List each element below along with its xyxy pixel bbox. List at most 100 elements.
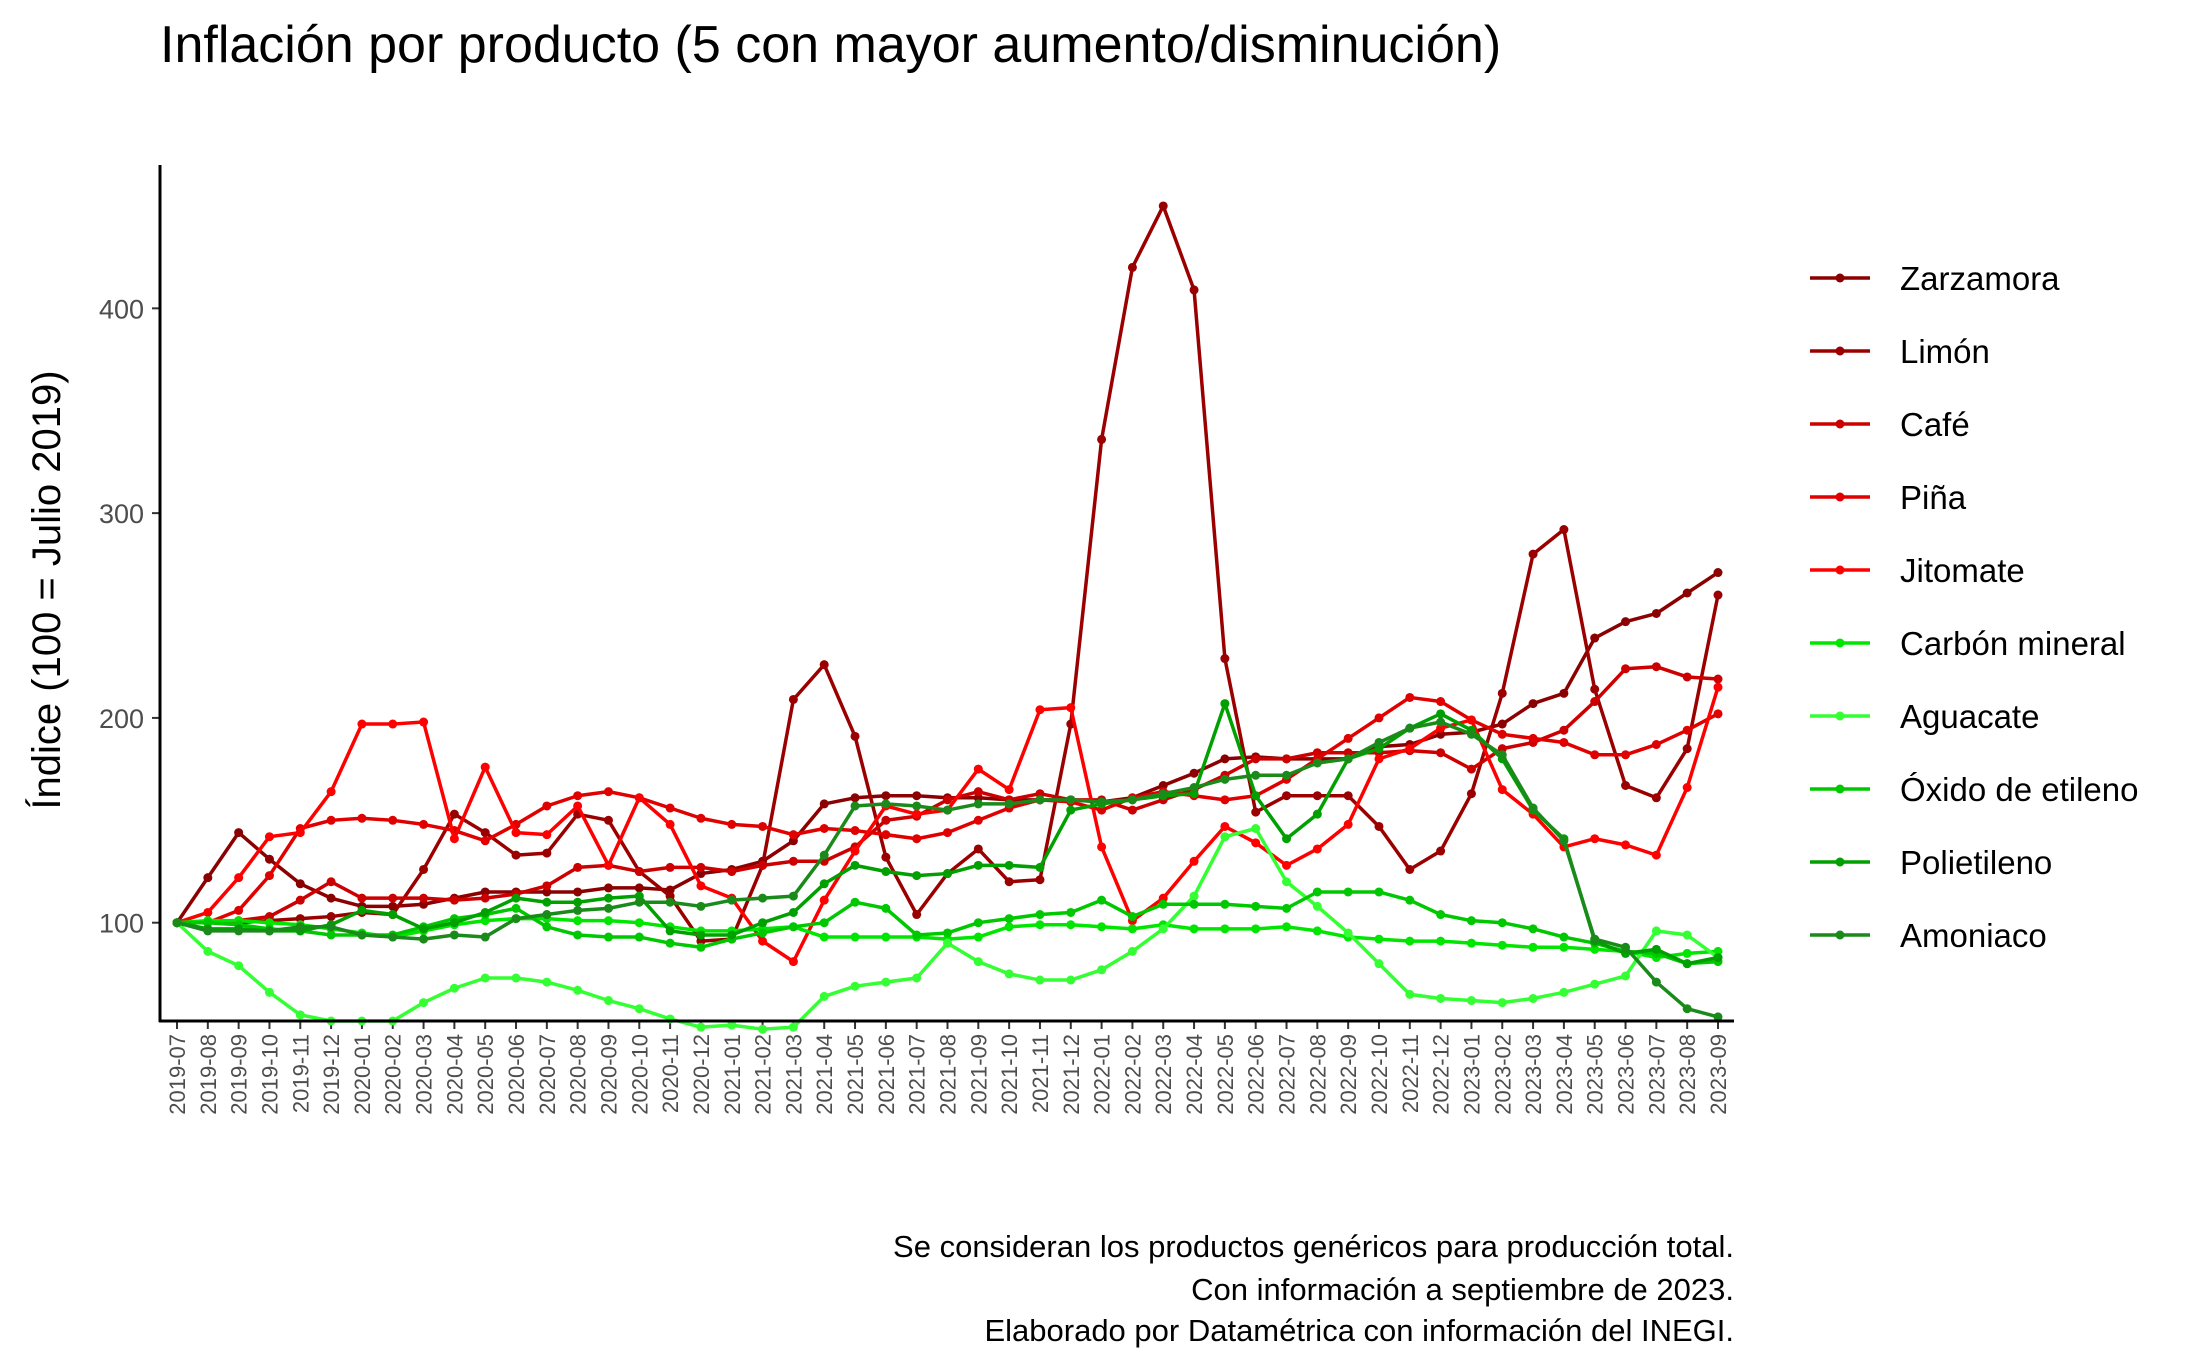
data-point bbox=[819, 824, 829, 833]
data-point bbox=[603, 815, 613, 825]
data-point bbox=[573, 887, 583, 897]
data-point bbox=[943, 805, 952, 815]
data-point bbox=[603, 787, 613, 797]
data-point bbox=[850, 981, 860, 991]
data-point bbox=[1497, 688, 1507, 698]
data-point bbox=[542, 830, 552, 840]
data-point bbox=[758, 821, 768, 831]
data-point bbox=[326, 922, 336, 932]
data-point bbox=[295, 922, 305, 932]
data-point bbox=[1682, 744, 1692, 754]
data-point bbox=[1436, 709, 1446, 719]
x-tick-label: 2022-10 bbox=[1367, 1034, 1392, 1115]
data-point bbox=[295, 1010, 305, 1020]
data-point bbox=[295, 828, 305, 838]
data-point bbox=[1312, 748, 1322, 758]
data-point bbox=[1374, 821, 1384, 831]
data-point bbox=[1035, 875, 1045, 885]
data-point bbox=[1189, 285, 1199, 295]
data-point bbox=[203, 918, 213, 928]
data-point bbox=[573, 985, 583, 995]
x-tick-label: 2020-12 bbox=[689, 1034, 714, 1115]
x-tick-label: 2021-07 bbox=[905, 1034, 930, 1115]
data-point bbox=[1189, 783, 1199, 793]
data-point bbox=[1528, 993, 1538, 1003]
data-point bbox=[1590, 834, 1600, 844]
y-tick-label: 300 bbox=[99, 499, 144, 529]
data-point bbox=[1621, 942, 1631, 952]
data-point bbox=[758, 928, 768, 938]
data-point bbox=[1127, 262, 1137, 272]
data-point bbox=[943, 869, 952, 879]
x-axis-ticks: 2019-07 2019-08 2019-09 2019-10 2019-11 2019-… bbox=[165, 1021, 1731, 1115]
data-point bbox=[1682, 588, 1692, 598]
x-tick-label: 2023-06 bbox=[1614, 1034, 1639, 1115]
x-tick-label: 2023-04 bbox=[1552, 1034, 1577, 1115]
data-point bbox=[1312, 758, 1322, 768]
data-point bbox=[1621, 840, 1631, 850]
data-point bbox=[1035, 910, 1045, 920]
data-point bbox=[419, 893, 429, 903]
x-tick-label: 2019-07 bbox=[165, 1034, 190, 1115]
data-point bbox=[1158, 789, 1168, 799]
data-point bbox=[696, 930, 706, 940]
data-point bbox=[234, 828, 244, 838]
data-point bbox=[357, 905, 367, 915]
data-point bbox=[1343, 928, 1353, 938]
data-point bbox=[819, 991, 829, 1001]
data-point bbox=[1004, 785, 1014, 795]
data-point bbox=[1251, 770, 1261, 780]
data-point bbox=[1282, 922, 1292, 932]
legend-label: Zarzamora bbox=[1900, 260, 2060, 297]
data-point bbox=[1682, 783, 1692, 793]
data-point bbox=[696, 862, 706, 872]
data-point bbox=[1220, 821, 1230, 831]
data-point bbox=[603, 932, 613, 942]
data-point bbox=[388, 910, 398, 920]
data-point bbox=[1035, 920, 1045, 930]
data-point bbox=[1374, 737, 1384, 747]
data-point bbox=[573, 791, 583, 801]
data-point bbox=[480, 973, 490, 983]
data-point bbox=[1682, 1004, 1692, 1014]
data-point bbox=[943, 795, 952, 805]
x-tick-label: 2021-09 bbox=[966, 1034, 991, 1115]
x-tick-label: 2023-07 bbox=[1644, 1034, 1669, 1115]
data-point bbox=[326, 815, 336, 825]
data-point bbox=[1220, 795, 1230, 805]
legend-label: Piña bbox=[1900, 479, 1967, 516]
data-point bbox=[419, 819, 429, 829]
data-point bbox=[788, 1022, 798, 1032]
data-point bbox=[973, 932, 983, 942]
y-tick-label: 100 bbox=[99, 909, 144, 939]
data-point bbox=[1590, 750, 1600, 760]
data-point bbox=[1651, 926, 1661, 936]
data-point bbox=[1651, 793, 1661, 803]
data-point bbox=[1528, 549, 1538, 559]
x-tick-label: 2023-02 bbox=[1490, 1034, 1515, 1115]
data-point bbox=[758, 936, 768, 946]
data-point bbox=[1035, 705, 1045, 715]
data-point bbox=[1035, 975, 1045, 985]
data-point bbox=[603, 883, 613, 893]
data-point bbox=[758, 860, 768, 870]
data-point bbox=[326, 877, 336, 887]
y-tick-label: 400 bbox=[99, 294, 144, 324]
data-point bbox=[727, 867, 737, 877]
data-point bbox=[819, 879, 829, 889]
data-point bbox=[326, 930, 336, 940]
data-point bbox=[542, 922, 552, 932]
data-point bbox=[1251, 824, 1261, 833]
x-tick-label: 2023-01 bbox=[1459, 1034, 1484, 1115]
caption: Se consideran los productos genéricos pa… bbox=[893, 1229, 1734, 1348]
x-tick-label: 2021-02 bbox=[751, 1034, 776, 1115]
data-point bbox=[1004, 799, 1014, 809]
data-point bbox=[203, 946, 213, 956]
data-point bbox=[850, 731, 860, 741]
data-point bbox=[480, 932, 490, 942]
data-point bbox=[511, 903, 521, 913]
x-tick-label: 2022-12 bbox=[1429, 1034, 1454, 1115]
data-point bbox=[1220, 699, 1230, 709]
data-point bbox=[758, 918, 768, 928]
legend-label: Café bbox=[1900, 406, 1970, 443]
